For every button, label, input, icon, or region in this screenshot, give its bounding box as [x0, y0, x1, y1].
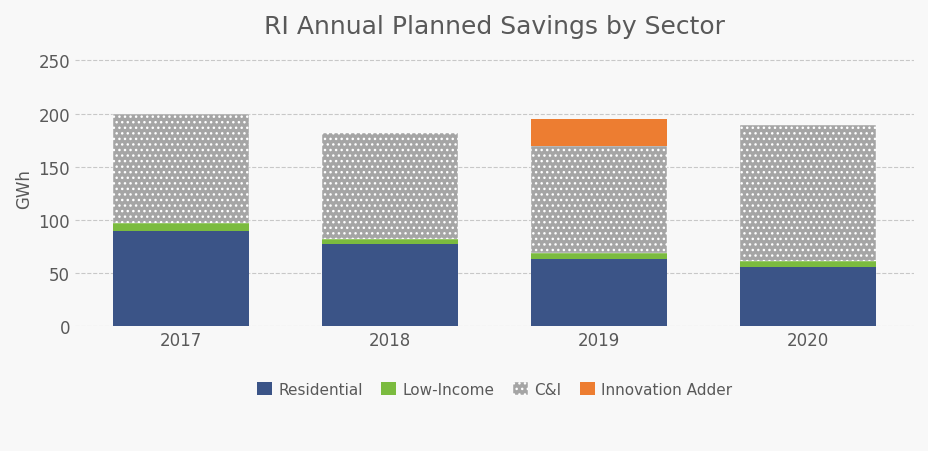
Legend: Residential, Low-Income, C&I, Innovation Adder: Residential, Low-Income, C&I, Innovation… — [251, 376, 738, 403]
Bar — [113, 224, 249, 231]
Bar — [322, 133, 458, 239]
Bar — [322, 245, 458, 327]
Bar — [531, 253, 666, 260]
Title: RI Annual Planned Savings by Sector: RI Annual Planned Savings by Sector — [264, 15, 724, 39]
Y-axis label: GWh: GWh — [15, 169, 33, 208]
Bar — [740, 262, 875, 267]
Bar — [113, 231, 249, 327]
Bar — [322, 239, 458, 245]
Bar — [740, 267, 875, 327]
Bar — [531, 147, 666, 253]
Bar — [740, 126, 875, 262]
Bar — [113, 114, 249, 224]
Bar — [531, 260, 666, 327]
Bar — [531, 120, 666, 147]
